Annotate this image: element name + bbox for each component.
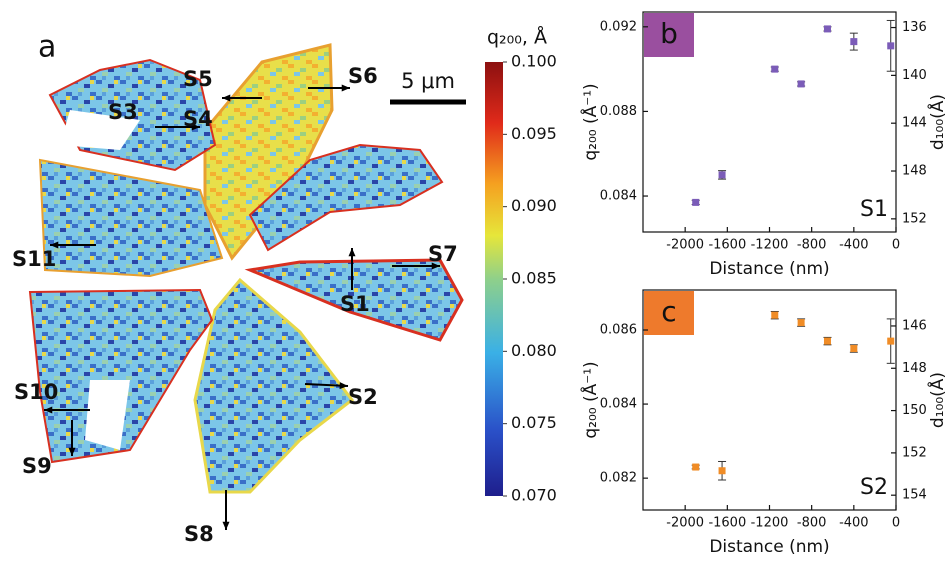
data-point — [887, 338, 894, 345]
y-tick-label: 0.084 — [600, 397, 637, 412]
data-point — [692, 199, 699, 206]
x-tick-label: -1200 — [751, 516, 789, 531]
data-point — [824, 25, 831, 32]
figure: a5 μmS1S2S3S4S5S6S7S8S9S10S11q₂₀₀, Å0.10… — [0, 0, 951, 567]
colorbar-tick-label: 0.095 — [511, 124, 557, 143]
colorbar-tick-label: 0.080 — [511, 341, 557, 360]
y2-tick-label: 144 — [902, 116, 927, 131]
y-tick-label: 0.086 — [600, 323, 637, 338]
y2-tick-label: 140 — [902, 68, 927, 83]
data-point — [824, 338, 831, 345]
arrow-head — [222, 522, 229, 530]
region-label: S6 — [348, 64, 378, 88]
y2-tick-label: 152 — [902, 445, 927, 460]
y2-tick-label: 150 — [902, 403, 927, 418]
region-label: S3 — [108, 100, 138, 124]
panel-label: c — [661, 295, 676, 328]
x-tick-label: -1600 — [708, 238, 746, 253]
x-axis-label: Distance (nm) — [709, 259, 829, 279]
y-axis-label: q₂₀₀ (Å⁻¹) — [579, 83, 601, 160]
panel-label: b — [660, 17, 678, 50]
region-label: S2 — [348, 385, 378, 409]
y-tick-label: 0.084 — [600, 189, 637, 204]
x-tick-label: -800 — [797, 238, 827, 253]
y2-tick-label: 136 — [902, 20, 927, 35]
y2-tick-label: 152 — [902, 211, 927, 226]
colorbar — [485, 62, 503, 496]
x-tick-label: 0 — [892, 516, 900, 531]
region-label: S4 — [183, 107, 213, 131]
colorbar-tick-label: 0.075 — [511, 413, 557, 432]
data-point — [798, 80, 805, 87]
colorbar-tick-label: 0.100 — [511, 52, 557, 71]
x-tick-label: -1200 — [751, 238, 789, 253]
x-axis-label: Distance (nm) — [709, 537, 829, 557]
curve-label: S2 — [860, 475, 888, 500]
data-point — [850, 345, 857, 352]
arrow-head — [348, 248, 355, 256]
region-label: S9 — [22, 454, 52, 478]
x-tick-label: -1600 — [708, 516, 746, 531]
y2-tick-label: 148 — [902, 164, 927, 179]
flower-map — [30, 45, 462, 492]
data-point — [719, 171, 726, 178]
y2-tick-label: 154 — [902, 488, 927, 503]
y-tick-label: 0.088 — [600, 104, 637, 119]
y-tick-label: 0.082 — [600, 471, 637, 486]
region-label: S7 — [428, 242, 458, 266]
y2-axis-label: d₁₀₀(Å) — [926, 372, 948, 428]
region-label: S11 — [12, 247, 56, 271]
data-point — [719, 467, 726, 474]
x-tick-label: -400 — [839, 516, 869, 531]
x-tick-label: 0 — [892, 238, 900, 253]
y-axis-label: q₂₀₀ (Å⁻¹) — [579, 361, 601, 438]
data-point — [850, 38, 857, 45]
region-label: S10 — [14, 380, 58, 404]
panel-label: a — [38, 30, 56, 65]
arrow-head — [222, 94, 230, 101]
colorbar-tick-label: 0.090 — [511, 196, 557, 215]
data-point — [798, 319, 805, 326]
x-tick-label: -800 — [797, 516, 827, 531]
data-point — [887, 42, 894, 49]
colorbar-tick-label: 0.085 — [511, 269, 557, 288]
y2-axis-label: d₁₀₀(Å) — [926, 94, 948, 150]
data-point — [692, 464, 699, 471]
region-label: S5 — [183, 67, 213, 91]
data-point — [771, 312, 778, 319]
colorbar-title: q₂₀₀, Å — [487, 26, 547, 49]
region-label: S1 — [340, 292, 370, 316]
y2-tick-label: 148 — [902, 361, 927, 376]
data-point — [771, 66, 778, 73]
x-tick-label: -2000 — [666, 238, 704, 253]
region-label: S8 — [184, 522, 214, 546]
curve-label: S1 — [860, 197, 888, 222]
y-tick-label: 0.092 — [600, 19, 637, 34]
scale-bar-label: 5 μm — [401, 69, 455, 93]
y2-tick-label: 146 — [902, 318, 927, 333]
x-tick-label: -400 — [839, 238, 869, 253]
colorbar-tick-label: 0.070 — [511, 486, 557, 505]
x-tick-label: -2000 — [666, 516, 704, 531]
